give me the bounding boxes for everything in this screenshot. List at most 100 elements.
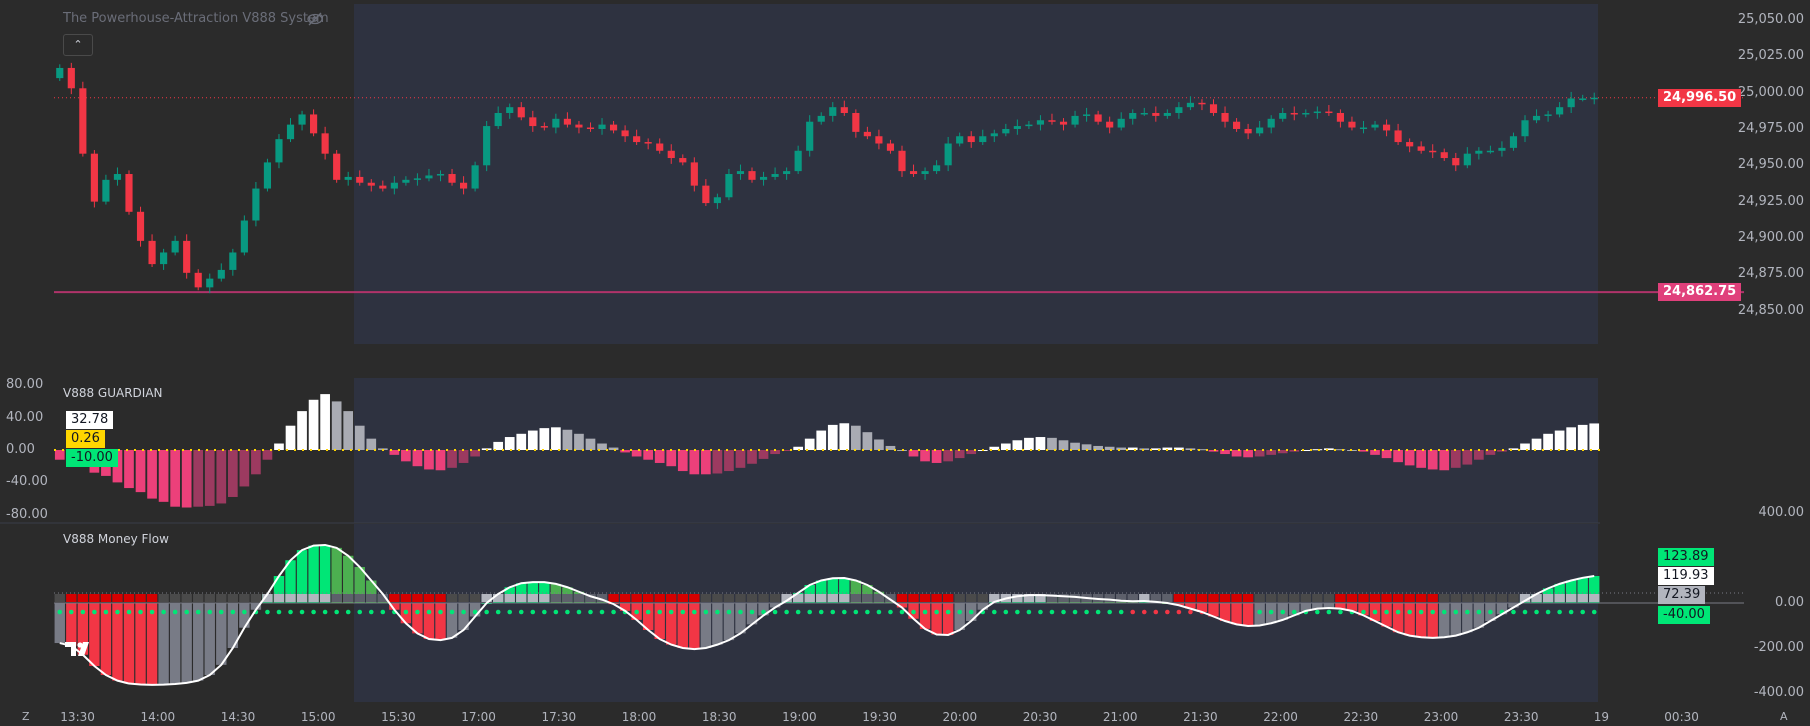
candle-body — [990, 133, 998, 137]
moneyflow-signal-dot — [426, 609, 432, 615]
guardian-bar — [1335, 449, 1346, 451]
moneyflow-signal-dot — [818, 609, 824, 615]
moneyflow-histogram-bar — [1427, 603, 1438, 638]
price-tick: 25,050.00 — [1737, 12, 1804, 27]
moneyflow-histogram-bar — [723, 603, 735, 641]
moneyflow-signal-dot — [322, 609, 328, 615]
guardian-bar — [770, 450, 780, 455]
moneyflow-signal-dot — [1591, 609, 1597, 615]
moneyflow-histogram-bar — [77, 603, 89, 655]
time-tick: 17:30 — [541, 710, 577, 724]
candle-body — [310, 114, 318, 134]
guardian-bar — [1012, 440, 1023, 450]
guardian-bar — [435, 450, 446, 471]
moneyflow-histogram-bar — [516, 583, 527, 603]
guardian-bar — [1381, 450, 1392, 459]
moneyflow-strip-bar — [492, 594, 504, 602]
candle-body — [102, 179, 110, 202]
moneyflow-signal-dot — [634, 609, 639, 615]
moneyflow-histogram-bar — [239, 603, 250, 628]
moneyflow-strip-bar — [666, 594, 677, 602]
candle-body — [1071, 115, 1079, 125]
eye-slash-icon[interactable] — [306, 12, 324, 26]
moneyflow-signal-dot — [692, 609, 697, 615]
moneyflow-histogram-bar — [1392, 603, 1404, 633]
guardian-value-badge: 0.26 — [66, 430, 105, 448]
candle-body — [783, 171, 791, 175]
guardian-bar — [1104, 446, 1115, 450]
guardian-bar — [170, 450, 180, 507]
moneyflow-signal-dot — [461, 609, 466, 615]
moneyflow-signal-dot — [807, 609, 812, 615]
moneyflow-strip-bar — [1231, 594, 1242, 602]
candle-body — [275, 139, 283, 163]
moneyflow-signal-dot — [957, 609, 962, 615]
moneyflow-strip-bar — [446, 594, 458, 602]
candle-body — [863, 131, 871, 137]
moneyflow-strip-bar — [100, 594, 112, 602]
moneyflow-histogram-bar — [343, 555, 354, 603]
guardian-bar — [816, 430, 827, 450]
moneyflow-strip-bar — [319, 594, 331, 602]
candle-body — [1590, 97, 1598, 100]
moneyflow-strip-bar — [158, 594, 169, 602]
tradingview-logo[interactable] — [64, 640, 94, 660]
guardian-bar — [608, 447, 619, 450]
guardian-bar — [1277, 450, 1288, 454]
guardian-bar — [1543, 433, 1553, 450]
moneyflow-signal-dot — [1038, 609, 1043, 615]
guardian-bar — [54, 450, 65, 460]
guardian-bar — [493, 441, 504, 450]
candle-body — [898, 150, 906, 172]
candle-body — [1336, 112, 1344, 122]
candle-body — [1036, 120, 1045, 125]
moneyflow-signal-dot — [1361, 609, 1366, 615]
guardian-layer — [54, 394, 1600, 508]
guardian-bar — [966, 450, 977, 455]
time-tick: 19:30 — [862, 710, 897, 724]
guardian-bar — [1427, 450, 1438, 470]
moneyflow-strip-bar — [781, 594, 792, 602]
moneyflow-signal-dot — [853, 609, 859, 615]
moneyflow-strip-bar — [1139, 594, 1150, 602]
moneyflow-strip-bar — [862, 594, 873, 602]
auto-scale-toggle[interactable]: A — [1780, 710, 1788, 723]
candle-body — [1025, 124, 1033, 127]
guardian-bar — [1024, 437, 1034, 450]
candle-body — [56, 67, 64, 79]
last-price-badge: 24,996.50 — [1658, 88, 1742, 107]
guardian-bar — [227, 450, 238, 497]
moneyflow-strip-bar — [469, 594, 481, 602]
candle-body — [540, 126, 548, 128]
candle-body — [586, 127, 595, 130]
candle-body — [286, 124, 295, 140]
moneyflow-value-badge: -40.00 — [1658, 606, 1710, 624]
guardian-bar — [654, 450, 665, 463]
guardian-bar — [470, 450, 480, 457]
moneyflow-histogram-bar — [677, 603, 688, 648]
moneyflow-strip-bar — [354, 594, 365, 602]
candle-body — [506, 107, 514, 113]
guardian-bar — [204, 450, 215, 506]
moneyflow-strip-bar — [516, 594, 527, 602]
moneyflow-signal-dot — [172, 609, 178, 615]
time-tick: 22:00 — [1263, 710, 1298, 724]
candle-body — [759, 176, 768, 180]
moneyflow-signal-dot — [276, 609, 282, 615]
candle-body — [240, 220, 248, 253]
timezone-toggle[interactable]: Z — [22, 710, 30, 723]
moneyflow-strip-bar — [585, 594, 596, 602]
moneyflow-histogram-bar — [366, 580, 377, 603]
moneyflow-signal-dot — [703, 609, 709, 615]
moneyflow-histogram-bar — [169, 603, 181, 684]
guardian-bar — [574, 433, 584, 450]
moneyflow-strip-bar — [816, 594, 827, 602]
candle-body — [344, 176, 352, 180]
candle-body — [1567, 98, 1575, 108]
candle-body — [1129, 112, 1137, 119]
moneyflow-histogram-bar — [66, 603, 77, 646]
candle-body — [136, 211, 145, 241]
moneyflow-strip-bar — [89, 594, 100, 602]
collapse-button[interactable]: ⌃ — [63, 34, 93, 56]
